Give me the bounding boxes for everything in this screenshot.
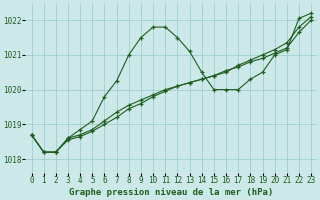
X-axis label: Graphe pression niveau de la mer (hPa): Graphe pression niveau de la mer (hPa): [69, 188, 274, 197]
